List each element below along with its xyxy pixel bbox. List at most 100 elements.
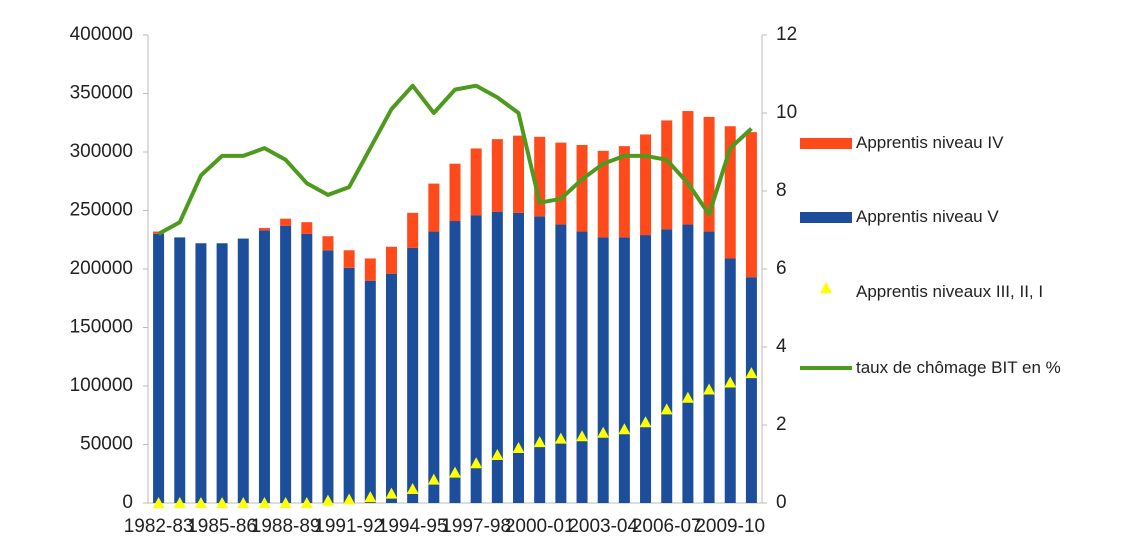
x-tick-label: 2000-01: [505, 516, 575, 537]
y-tick-label: 250000: [70, 200, 133, 221]
legend-label: Apprentis niveau V: [856, 207, 999, 226]
y-tick-label: 400000: [70, 24, 133, 45]
x-tick-label: 1988-89: [251, 516, 321, 537]
y-tick-label: 150000: [70, 317, 133, 338]
x-tick-label: 1991-92: [314, 516, 384, 537]
marker: [597, 426, 610, 438]
x-tick-label: 2003-04: [568, 516, 638, 537]
y2-tick-label: 0: [776, 492, 787, 513]
x-tick-label: 2006-07: [632, 516, 702, 537]
bar: [491, 211, 503, 504]
bar: [364, 280, 376, 503]
legend-swatch: [800, 366, 852, 370]
y2-tick-label: 2: [776, 414, 787, 435]
bar: [491, 139, 503, 212]
y-tick-label: 200000: [70, 258, 133, 279]
bar: [153, 233, 165, 503]
x-tick-label: 1994-95: [378, 516, 448, 537]
x-tick-label: 1985-86: [187, 516, 257, 537]
marker: [321, 494, 334, 506]
y2-tick-label: 6: [776, 258, 787, 279]
bar: [322, 236, 334, 251]
marker: [470, 457, 483, 469]
marker: [660, 403, 673, 415]
marker: [194, 497, 207, 508]
legend-item: taux de chômage BIT en %: [800, 358, 1120, 378]
bar: [682, 111, 694, 225]
bar: [322, 250, 334, 503]
bar: [385, 273, 397, 503]
bar: [301, 222, 313, 234]
legend-item: Apprentis niveau IV: [800, 133, 1120, 153]
bar: [258, 230, 270, 503]
y-tick-label: 350000: [70, 83, 133, 104]
marker: [300, 497, 313, 508]
bar: [449, 163, 461, 222]
marker: [681, 391, 694, 403]
bar: [618, 237, 630, 503]
y-tick-label: 50000: [80, 434, 133, 455]
bar: [258, 228, 270, 231]
bar: [640, 134, 652, 236]
bar: [470, 215, 482, 503]
marker: [427, 473, 440, 485]
marker: [703, 383, 716, 395]
bar: [407, 247, 419, 503]
bar: [301, 233, 313, 503]
bar: [576, 231, 588, 503]
bar: [343, 250, 355, 268]
bar: [576, 144, 588, 232]
bar: [195, 243, 207, 503]
bar: [640, 235, 652, 503]
bar: [597, 150, 609, 238]
bar: [428, 183, 440, 232]
marker: [343, 493, 356, 505]
bar: [280, 225, 292, 503]
bar: [385, 246, 397, 274]
x-tick-label: 2009-10: [695, 516, 765, 537]
legend-swatch: [800, 138, 852, 149]
bar: [343, 267, 355, 503]
marker: [576, 430, 589, 442]
marker: [639, 416, 652, 428]
bar: [661, 120, 673, 230]
bar: [237, 238, 249, 503]
y2-tick-label: 8: [776, 180, 787, 201]
bar: [407, 212, 419, 248]
bar: [555, 224, 567, 504]
bar: [745, 132, 757, 278]
marker: [745, 367, 758, 379]
marker: [385, 487, 398, 499]
bar: [745, 277, 757, 503]
bar: [703, 231, 715, 503]
marker: [258, 497, 271, 508]
bar: [534, 216, 546, 503]
marker: [491, 449, 504, 461]
marker: [237, 497, 250, 508]
marker: [364, 491, 377, 503]
bar: [555, 142, 567, 225]
bar: [724, 126, 736, 259]
bar: [216, 243, 228, 503]
bar: [364, 258, 376, 281]
legend-label: Apprentis niveaux III, II, I: [856, 282, 1044, 301]
legend-label: taux de chômage BIT en %: [856, 358, 1061, 377]
y-tick-label: 100000: [70, 375, 133, 396]
bar: [682, 224, 694, 504]
marker: [449, 466, 461, 478]
bar: [470, 148, 482, 216]
legend-item: Apprentis niveau V: [800, 207, 1120, 227]
bar: [661, 229, 673, 503]
marker: [173, 497, 186, 508]
marker: [554, 432, 567, 444]
marker: [533, 436, 546, 448]
marker: [618, 423, 631, 435]
x-tick-label: 1997-98: [441, 516, 511, 537]
bar: [513, 135, 525, 213]
line: [157, 83, 753, 236]
y2-tick-label: 12: [776, 24, 797, 45]
marker: [406, 482, 419, 494]
marker: [724, 376, 737, 388]
